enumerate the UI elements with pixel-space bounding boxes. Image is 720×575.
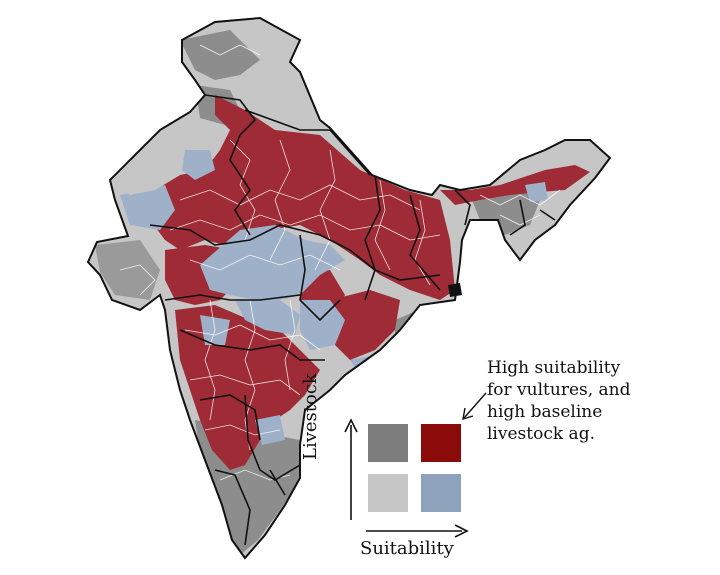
india-boundary-stroke	[86, 16, 612, 560]
region-red-odisha	[330, 290, 400, 360]
annotation-line-1: High suitability	[487, 358, 621, 378]
region-red-northeast	[440, 165, 590, 205]
annotation-line-4: livestock ag.	[487, 424, 595, 444]
region-red-gangetic	[150, 95, 455, 300]
legend-y-label: Livestock	[300, 373, 321, 460]
legend-cell-low-livestock-high-suitability	[421, 474, 461, 512]
india-outline	[88, 18, 610, 558]
legend-x-label: Suitability	[360, 538, 454, 559]
region-blue-west	[120, 185, 175, 230]
annotation-line-2: for vultures, and	[487, 380, 631, 400]
region-gray-himalaya	[255, 65, 315, 125]
region-blue-ap	[255, 415, 285, 445]
region-blue-punjab	[182, 150, 215, 180]
region-darkgray-gujarat	[95, 240, 160, 300]
legend-axes	[344, 418, 469, 538]
legend-cell-high-livestock-low-suitability	[368, 424, 408, 462]
region-blue-east	[300, 300, 345, 350]
region-blue-ne	[525, 182, 548, 202]
x-axis-arrowhead	[454, 524, 469, 538]
annotation-text: High suitability for vultures, and high …	[487, 357, 707, 445]
state-boundaries	[149, 94, 556, 546]
y-axis-arrowhead	[344, 418, 358, 433]
legend-cell-high-livestock-high-suitability	[421, 424, 461, 462]
legend-cell-low-livestock-low-suitability	[368, 474, 408, 512]
annotation-line-3: high baseline	[487, 402, 603, 422]
region-black-sundarbans	[448, 283, 462, 297]
annotation-arrow	[462, 392, 487, 420]
region-gray-rajasthan	[110, 150, 180, 195]
